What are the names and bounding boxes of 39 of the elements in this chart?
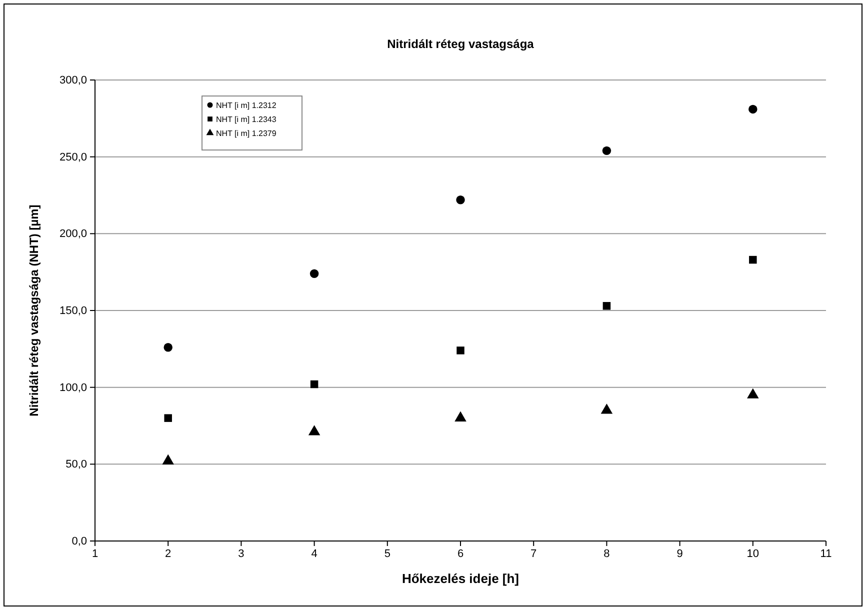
x-tick-label: 6: [457, 548, 464, 560]
legend-label: NHT [i m] 1.2312: [216, 101, 277, 110]
point: [310, 380, 318, 388]
y-tick-label: 250,0: [59, 151, 87, 164]
point: [164, 343, 172, 352]
legend-label: NHT [i m] 1.2379: [216, 129, 277, 138]
x-tick-label: 9: [676, 548, 683, 560]
y-tick-label: 150,0: [59, 305, 87, 318]
point: [310, 269, 319, 278]
x-tick-label: 8: [604, 548, 610, 560]
x-tick-label: 2: [165, 548, 172, 560]
point: [164, 414, 172, 422]
y-axis-title: Nitridált réteg vastagsága (NHT) [µm]: [27, 204, 41, 416]
point: [162, 454, 174, 464]
x-tick-label: 7: [530, 548, 537, 560]
x-axis-title: Hőkezelés ideje [h]: [402, 571, 520, 586]
legend-label: NHT [i m] 1.2343: [216, 115, 277, 124]
point: [456, 346, 464, 354]
x-tick-label: 10: [746, 548, 760, 560]
point: [747, 388, 759, 398]
y-tick-label: 0,0: [72, 536, 87, 548]
point: [748, 104, 758, 114]
x-tick-label: 4: [311, 548, 318, 560]
chart-title: Nitridált réteg vastagsága: [387, 37, 534, 51]
point: [454, 411, 466, 422]
point: [308, 425, 320, 436]
point: [456, 196, 465, 204]
y-tick-label: 200,0: [59, 228, 87, 240]
y-tick-label: 100,0: [59, 382, 87, 394]
point: [600, 404, 613, 414]
point: [602, 146, 612, 156]
point: [749, 256, 757, 264]
y-tick-label: 300,0: [59, 74, 87, 87]
point: [602, 302, 611, 310]
x-tick-label: 11: [820, 548, 832, 560]
y-tick-label: 50,0: [66, 458, 87, 471]
x-tick-label: 3: [238, 548, 244, 560]
x-tick-label: 1: [92, 548, 98, 560]
x-tick-label: 5: [384, 548, 390, 560]
